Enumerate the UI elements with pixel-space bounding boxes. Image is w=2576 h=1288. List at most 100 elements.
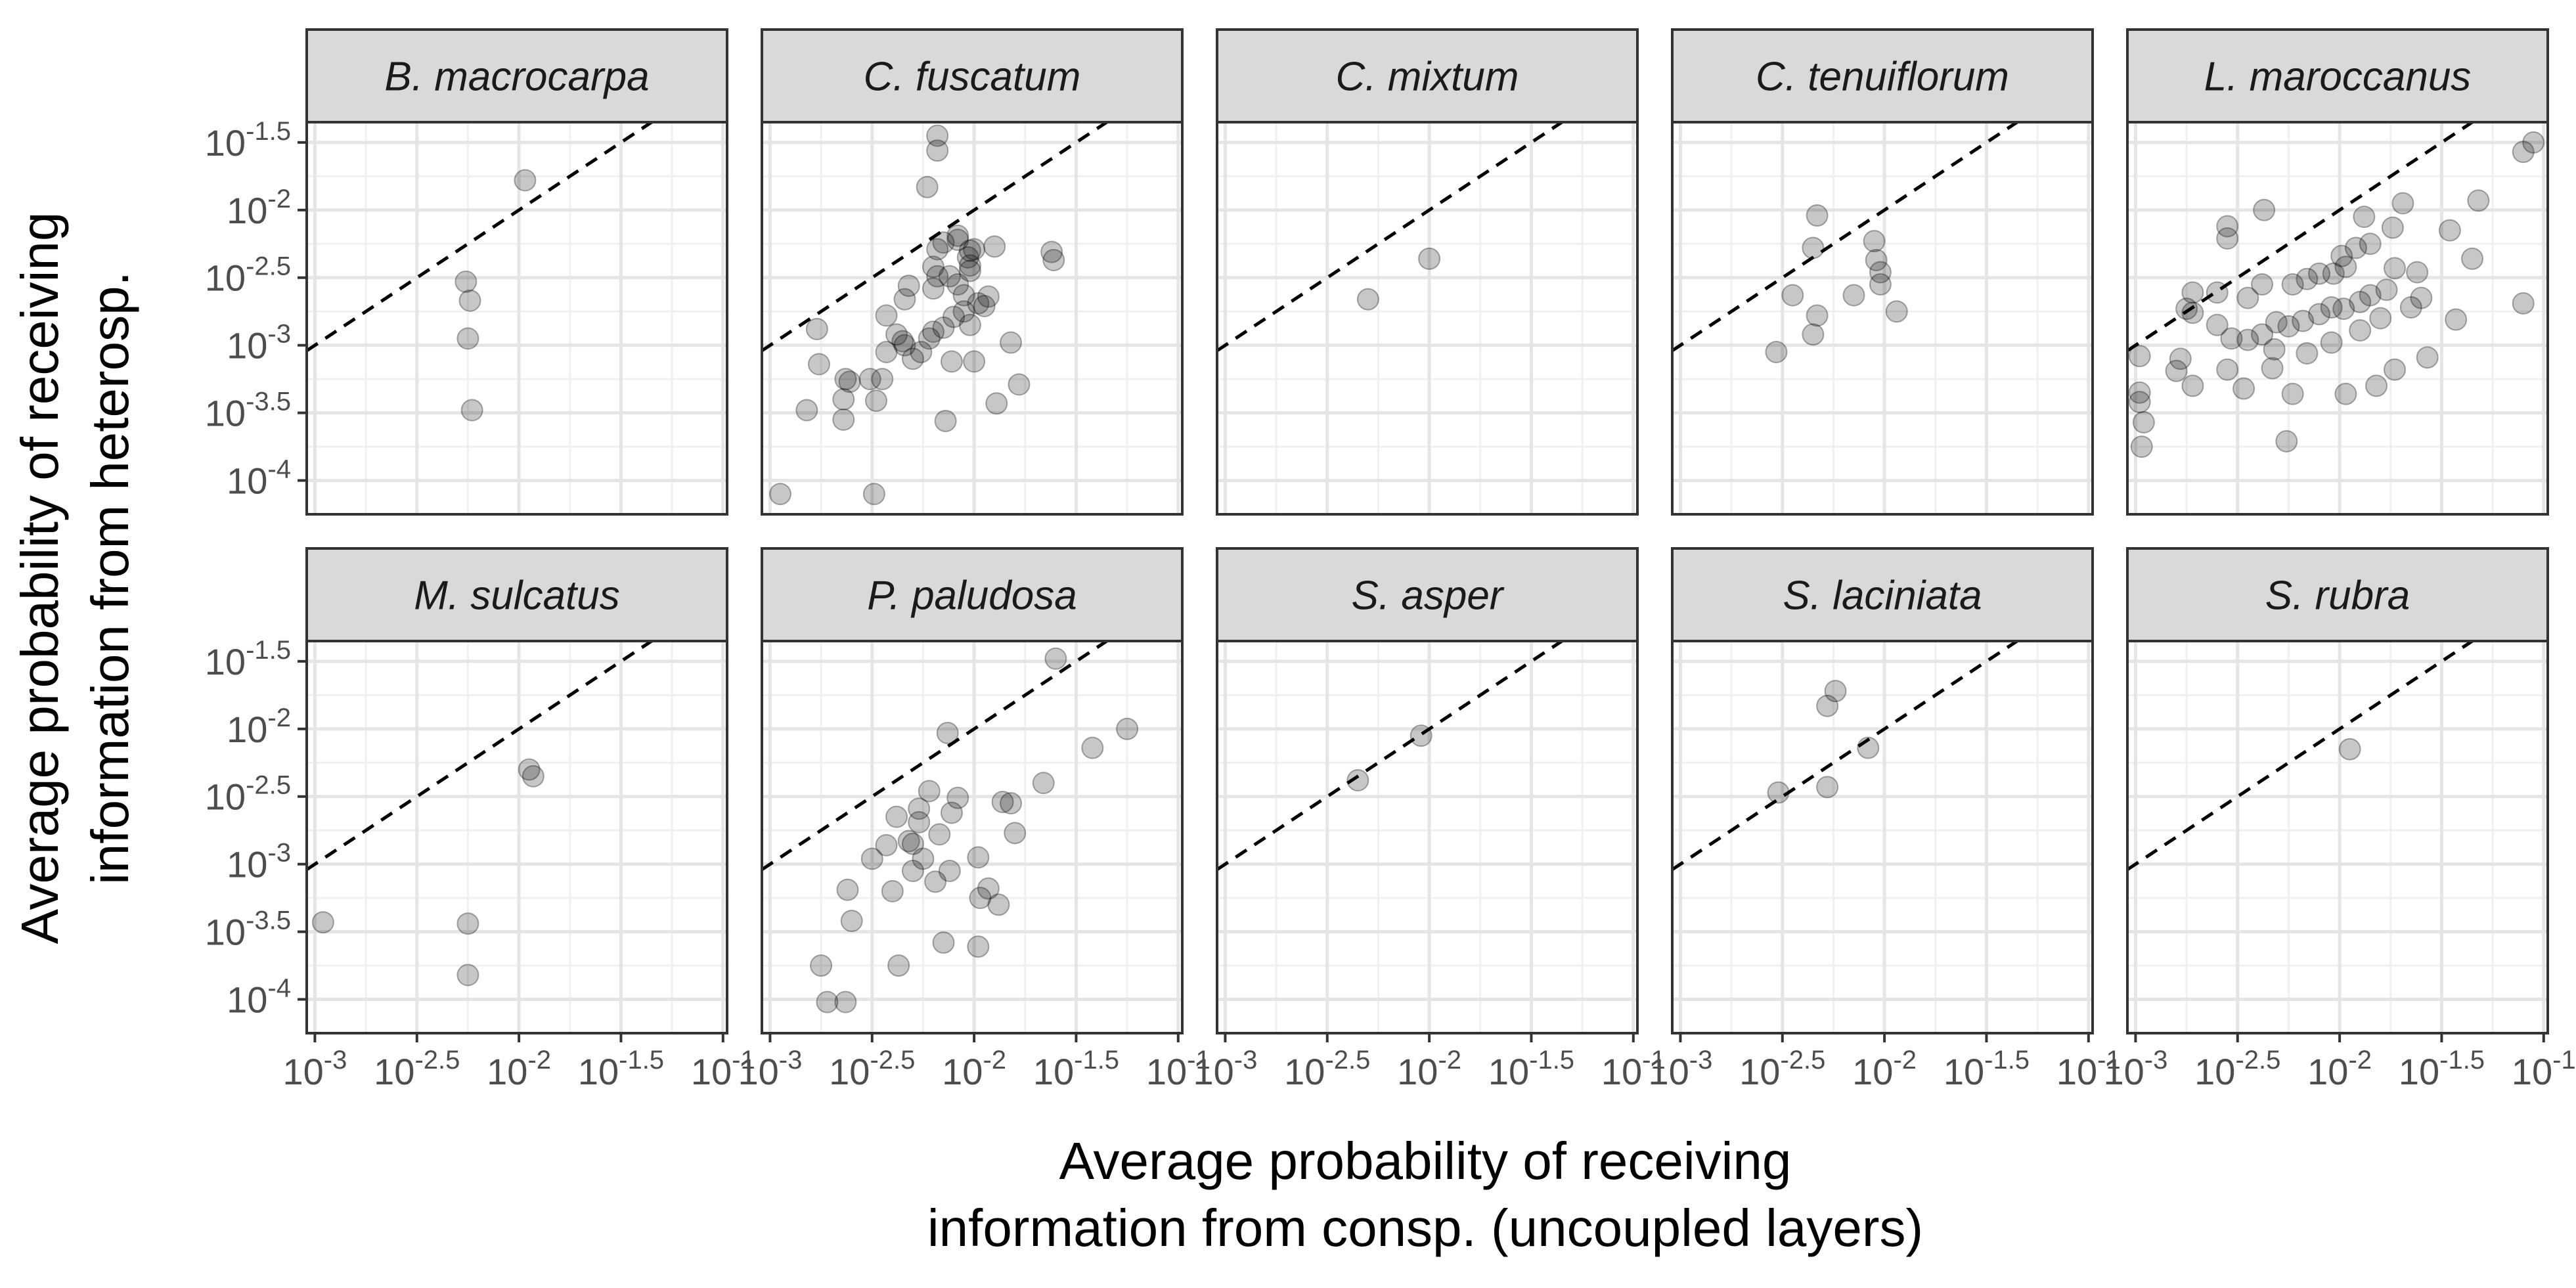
- x-tick-label: 10-3: [2103, 1046, 2167, 1092]
- data-point: [2181, 281, 2204, 304]
- data-point: [893, 288, 916, 311]
- facet-panel: S. rubra 10-3 10-2.5 10-2 10-1.5 10-1: [2103, 547, 2576, 1092]
- x-tick-label: 10-2: [1852, 1046, 1917, 1092]
- data-point: [916, 175, 939, 198]
- data-point: [2169, 347, 2192, 370]
- x-axis-title: Average probability of receiving informa…: [927, 1132, 1923, 1257]
- data-point: [891, 330, 914, 353]
- data-point: [1000, 792, 1023, 815]
- data-point: [2322, 262, 2345, 285]
- data-point: [2130, 435, 2153, 458]
- data-point: [768, 483, 791, 506]
- y-tick-label: 10-2.5: [205, 771, 291, 818]
- data-point: [946, 229, 969, 252]
- y-tick-label: 10-3.5: [205, 906, 291, 953]
- data-point: [1081, 736, 1104, 759]
- data-point: [901, 859, 924, 882]
- facet-strip: [761, 28, 1184, 123]
- data-point: [952, 284, 975, 307]
- facet-title: P. paludosa: [867, 573, 1077, 619]
- data-point: [836, 878, 859, 901]
- data-point: [2216, 227, 2239, 250]
- data-point: [2344, 236, 2367, 259]
- x-tick-label: 10-2: [2307, 1046, 2372, 1092]
- data-point: [2383, 358, 2406, 381]
- data-point: [2181, 301, 2204, 324]
- data-point: [967, 292, 990, 315]
- panel-border: [2126, 121, 2549, 516]
- data-point: [1842, 284, 1865, 307]
- data-point: [1816, 694, 1839, 717]
- facet-strip: [305, 547, 728, 642]
- data-point: [2349, 319, 2372, 342]
- x-tick-label: 10-2.5: [1739, 1046, 1825, 1092]
- x-tick-label: 10-2: [487, 1046, 551, 1092]
- data-point: [924, 870, 947, 893]
- data-point: [795, 399, 818, 422]
- x-tick-label: 10-3: [282, 1046, 347, 1092]
- x-tick-label: 10-1: [1601, 1046, 1666, 1092]
- data-point: [1008, 373, 1031, 396]
- data-point: [522, 765, 544, 788]
- data-point: [1044, 647, 1067, 670]
- facet-title: S. rubra: [2265, 573, 2410, 619]
- facet-panel: C. tenuiflorum: [1671, 28, 2094, 516]
- data-point: [2416, 346, 2439, 369]
- data-point: [2375, 278, 2398, 301]
- data-point: [2461, 247, 2484, 270]
- data-point: [987, 893, 1010, 916]
- data-point: [918, 327, 941, 350]
- data-point: [922, 255, 944, 278]
- facet-panel: P. paludosa 10-3 10-2.5 10-2 10-1.5 10-1: [738, 547, 1210, 1092]
- data-point: [922, 277, 944, 300]
- grid-lines: [1217, 122, 1637, 514]
- x-tick-label: 10-2.5: [374, 1046, 460, 1092]
- data-point: [1816, 776, 1839, 799]
- facet-panel: M. sulcatus 10-4 10-3.5 10-3 10-2.5 10-2 10-1.…: [205, 547, 755, 1092]
- data-points: [1346, 724, 1432, 792]
- x-tick-label: 10-1: [2056, 1046, 2121, 1092]
- reference-line-y-equals-x: [1671, 639, 2018, 871]
- panel-background: [307, 641, 727, 1033]
- x-tick-label: 10-2.5: [1284, 1046, 1370, 1092]
- x-tick-label: 10-3: [1648, 1046, 1712, 1092]
- data-point: [963, 238, 986, 261]
- panel-border: [761, 121, 1184, 516]
- data-points: [1356, 247, 1441, 311]
- data-point: [2365, 374, 2388, 397]
- data-point: [2275, 430, 2298, 453]
- data-point: [922, 321, 944, 344]
- data-point: [985, 392, 1008, 415]
- data-point: [967, 846, 990, 869]
- y-tick-label: 10-3.5: [205, 388, 291, 434]
- data-point: [1865, 248, 1888, 271]
- data-point: [887, 954, 910, 977]
- facet-strip: [1216, 28, 1639, 123]
- panel-background: [1217, 122, 1637, 514]
- data-point: [858, 368, 881, 391]
- data-point: [2320, 331, 2343, 354]
- data-point: [2292, 309, 2315, 332]
- data-point: [1885, 300, 1908, 323]
- facet-title: C. tenuiflorum: [1756, 55, 2009, 100]
- facet-strip: [2126, 547, 2549, 642]
- facet-panel: C. mixtum: [1216, 28, 1639, 516]
- x-tick-label: 10-1.5: [1033, 1046, 1119, 1092]
- panel-background: [2127, 122, 2548, 514]
- data-point: [2332, 298, 2355, 321]
- x-tick-label: 10-1.5: [1943, 1046, 2030, 1092]
- data-point: [983, 235, 1006, 258]
- data-point: [908, 797, 931, 820]
- data-point: [460, 399, 483, 422]
- data-point: [518, 758, 541, 781]
- data-point: [311, 911, 334, 934]
- data-point: [885, 805, 908, 828]
- data-point: [2334, 255, 2357, 278]
- data-point: [1781, 284, 1804, 307]
- data-point: [897, 830, 920, 853]
- reference-line-y-equals-x: [2126, 120, 2474, 352]
- panel-border: [761, 640, 1184, 1034]
- panel-background: [762, 641, 1182, 1033]
- data-point: [810, 954, 833, 977]
- facet-title: B. macrocarpa: [384, 55, 649, 100]
